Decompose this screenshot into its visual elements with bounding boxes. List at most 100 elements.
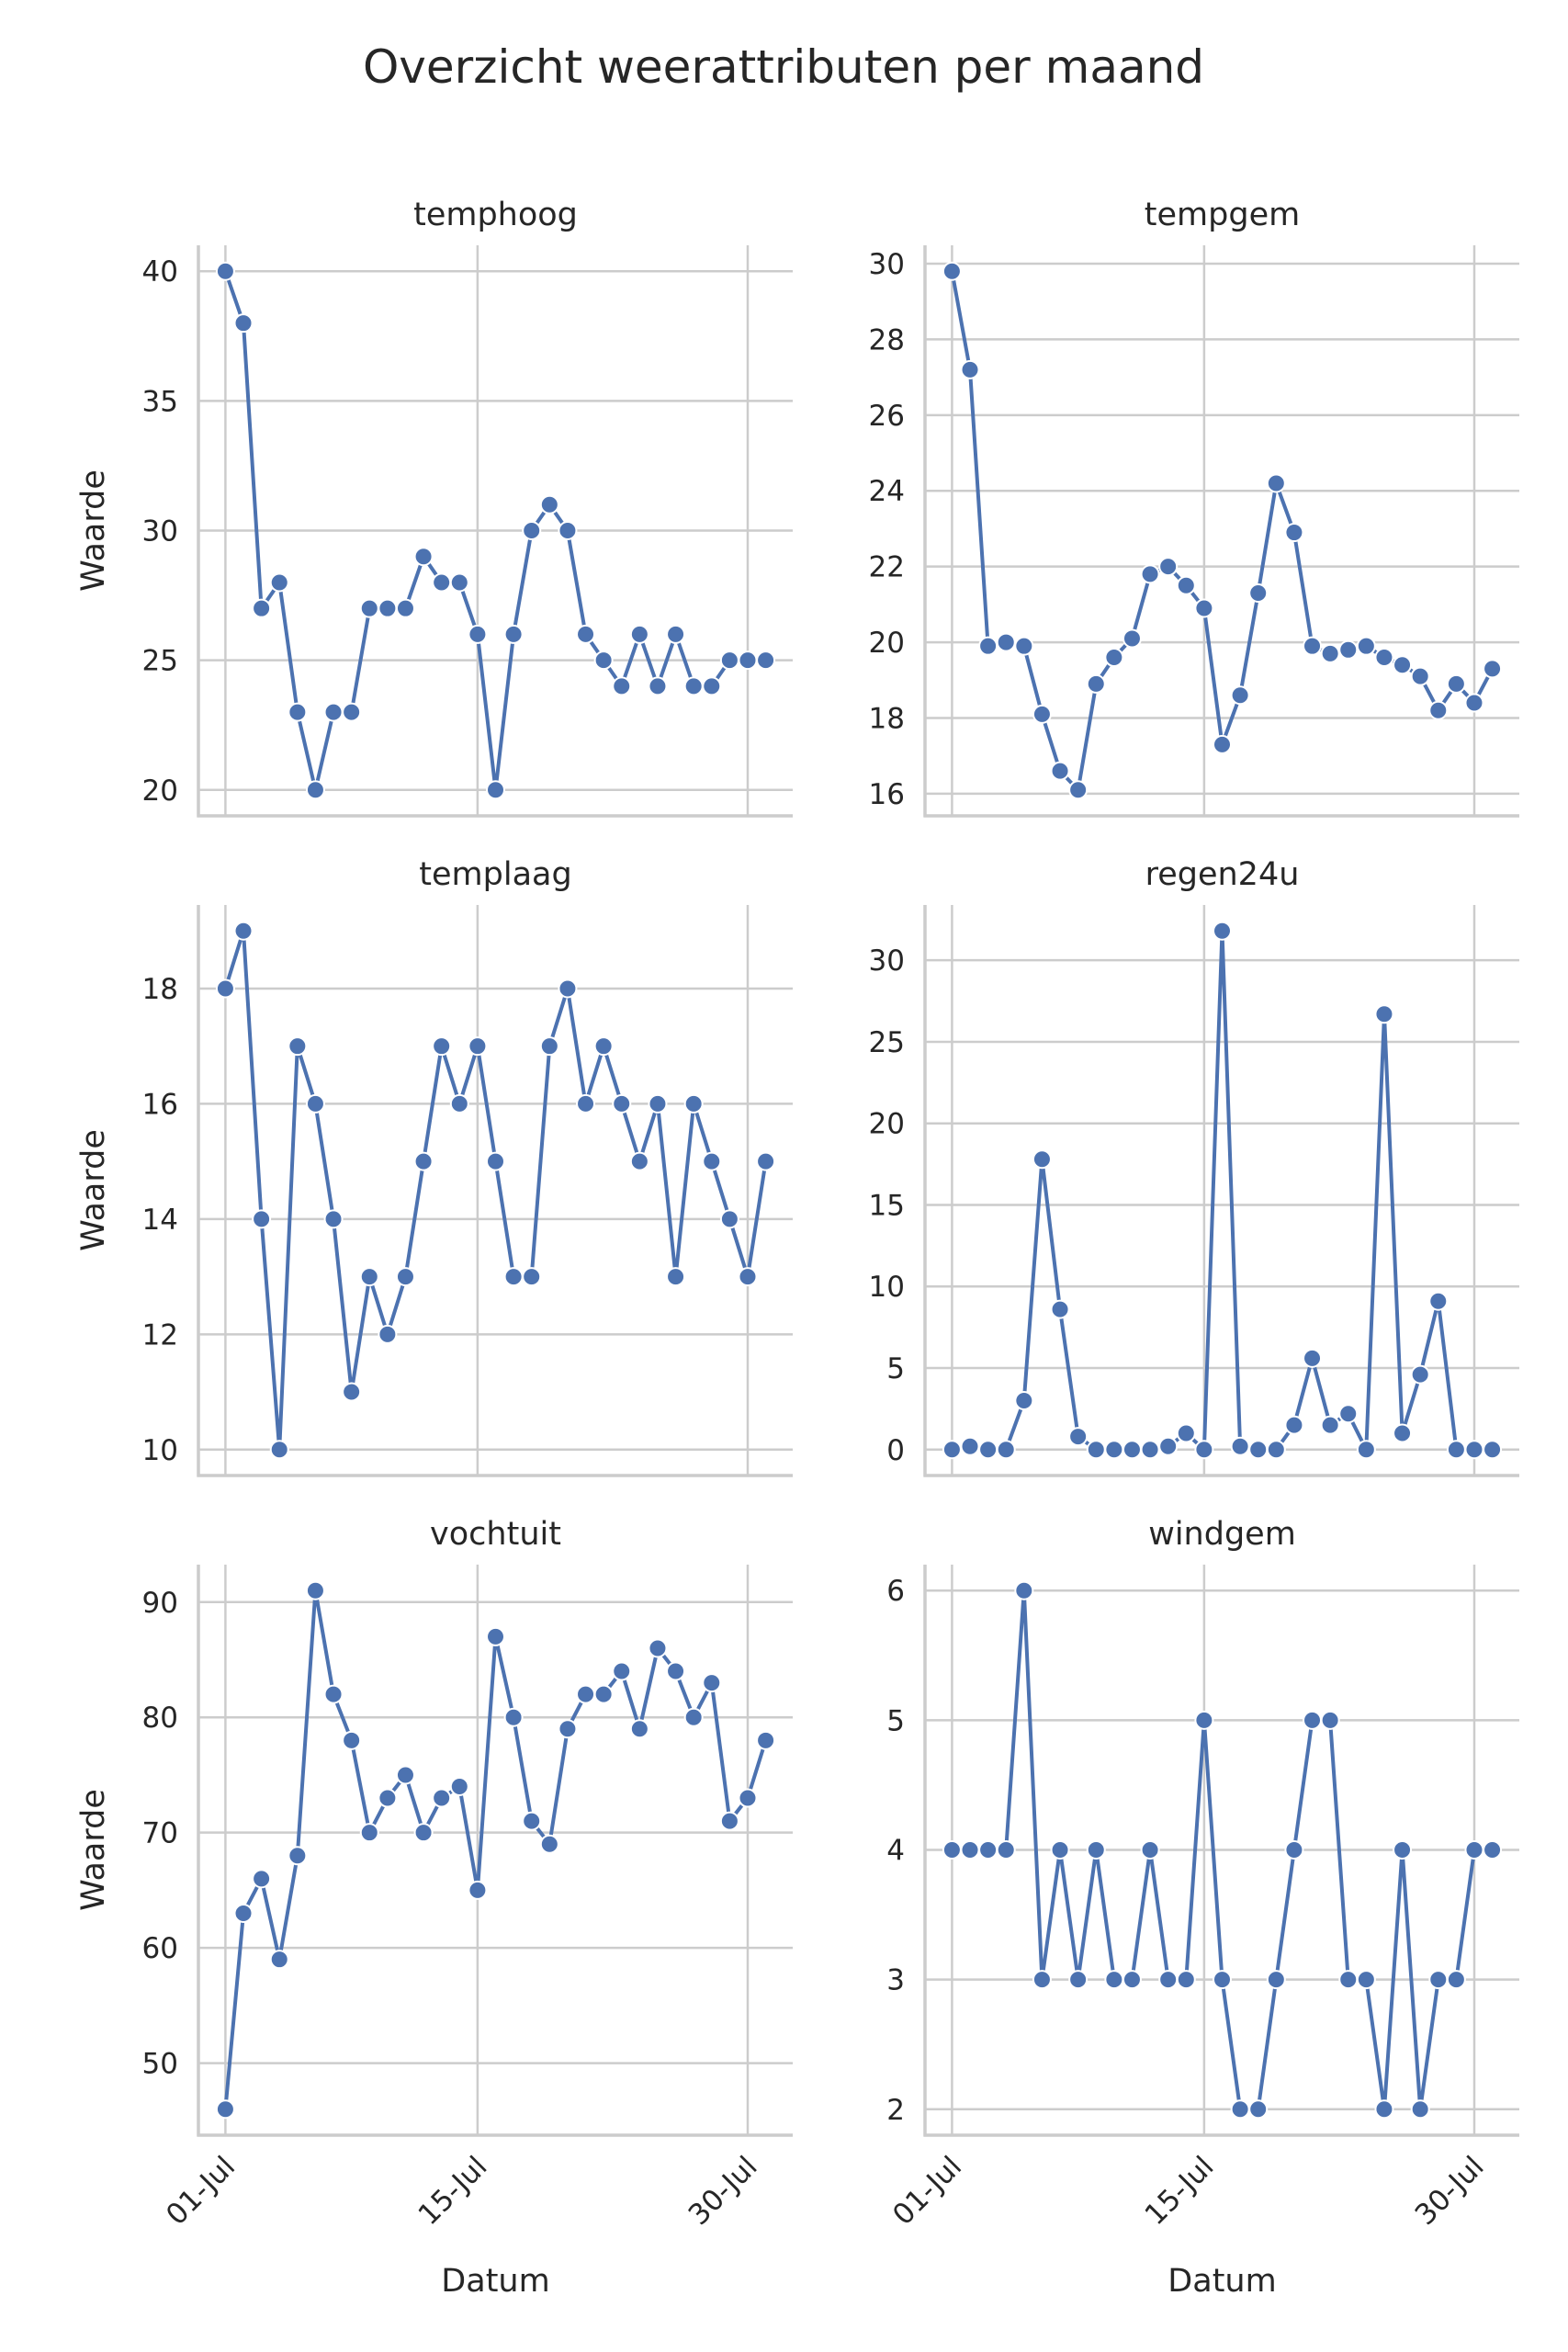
y-tick-label: 10 [869, 1271, 905, 1304]
data-point [215, 978, 235, 999]
data-point [648, 1093, 668, 1114]
data-point [1356, 1440, 1376, 1460]
data-point [342, 702, 362, 722]
data-point [1122, 1440, 1142, 1460]
data-point [996, 1840, 1016, 1860]
data-point [395, 1765, 415, 1785]
data-point [432, 572, 452, 593]
data-point [942, 1840, 962, 1860]
data-point [486, 780, 505, 800]
data-point [1213, 921, 1232, 941]
data-point [1303, 636, 1323, 656]
data-point [1140, 1440, 1160, 1460]
data-point [960, 359, 980, 379]
data-point [1032, 704, 1052, 724]
y-tick-label: 15 [869, 1189, 905, 1222]
data-point [449, 572, 469, 593]
data-point [1320, 1710, 1340, 1730]
y-axis-label: Waarde [75, 1789, 112, 1911]
panel-windgem: 2 3 4 5 6 windgem 01-Jul 15-Jul 30-Jul Datum [886, 1516, 1519, 2300]
data-point [1050, 1299, 1070, 1319]
data-point [558, 1719, 578, 1739]
data-point [288, 702, 308, 722]
data-point [1122, 628, 1142, 649]
data-point [1374, 648, 1394, 668]
data-point [1050, 1840, 1070, 1860]
subplot-title: windgem [1148, 1516, 1296, 1553]
data-point [629, 1719, 649, 1739]
data-point [978, 1840, 998, 1860]
data-point [1266, 1440, 1286, 1460]
data-point [288, 1036, 308, 1057]
data-point [395, 598, 415, 618]
data-point [378, 598, 398, 618]
data-point [323, 1209, 344, 1229]
data-point [683, 1707, 704, 1727]
data-point [1050, 761, 1070, 781]
data-point [1176, 575, 1196, 595]
y-tick-label: 6 [886, 1575, 905, 1608]
data-point [288, 1846, 308, 1866]
data-point [978, 636, 998, 656]
data-point [1356, 1970, 1376, 1990]
data-point [1140, 564, 1160, 584]
data-point [449, 1777, 469, 1796]
data-point [1266, 1970, 1286, 1990]
data-point [558, 521, 578, 540]
data-point [539, 1834, 559, 1854]
data-point [413, 547, 434, 567]
data-point [996, 632, 1016, 652]
data-point [683, 676, 704, 696]
data-point [378, 1788, 398, 1808]
data-point [738, 650, 758, 671]
data-point [539, 1036, 559, 1057]
x-tick-label: 30-Jul [682, 2150, 764, 2232]
data-point [395, 1267, 415, 1287]
data-point [1213, 734, 1232, 754]
data-point [432, 1036, 452, 1057]
data-point [1410, 1364, 1430, 1385]
y-tick-label: 70 [142, 1817, 178, 1850]
data-point [1086, 1440, 1106, 1460]
data-point [359, 1267, 379, 1287]
x-axis-label: Datum [441, 2263, 549, 2300]
data-point [1158, 557, 1179, 577]
data-point [1483, 1840, 1503, 1860]
data-point [305, 1093, 325, 1114]
data-point [996, 1440, 1016, 1460]
data-point [1284, 523, 1304, 543]
data-point [269, 1440, 289, 1460]
data-point [1032, 1970, 1052, 1990]
data-point [1086, 1840, 1106, 1860]
subplot-title: regen24u [1145, 856, 1300, 893]
y-tick-label: 14 [142, 1204, 178, 1237]
subplot-title: vochtuit [430, 1516, 561, 1553]
data-point [1104, 1440, 1124, 1460]
data-point [1284, 1415, 1304, 1435]
data-point [1446, 1970, 1466, 1990]
subplot-title: tempgem [1145, 197, 1300, 233]
y-axis-label: Waarde [75, 469, 112, 592]
data-point [1428, 700, 1449, 720]
subplot-title: templaag [419, 856, 571, 893]
y-tick-label: 30 [142, 515, 178, 548]
y-tick-label: 18 [142, 973, 178, 1006]
data-point [1393, 655, 1413, 675]
data-point [1086, 673, 1106, 694]
data-point [522, 1267, 542, 1287]
data-point [1410, 666, 1430, 686]
data-point [486, 1626, 505, 1646]
data-point [683, 1093, 704, 1114]
data-point [719, 1811, 739, 1831]
data-point [978, 1440, 998, 1460]
data-point [413, 1151, 434, 1171]
data-point [269, 1950, 289, 1970]
data-point [1158, 1436, 1179, 1456]
data-point [1483, 1440, 1503, 1460]
y-tick-label: 5 [886, 1352, 905, 1385]
data-point [1014, 1580, 1034, 1600]
data-point [1104, 1970, 1124, 1990]
data-point [1338, 1970, 1359, 1990]
data-point [629, 624, 649, 644]
data-point [648, 676, 668, 696]
